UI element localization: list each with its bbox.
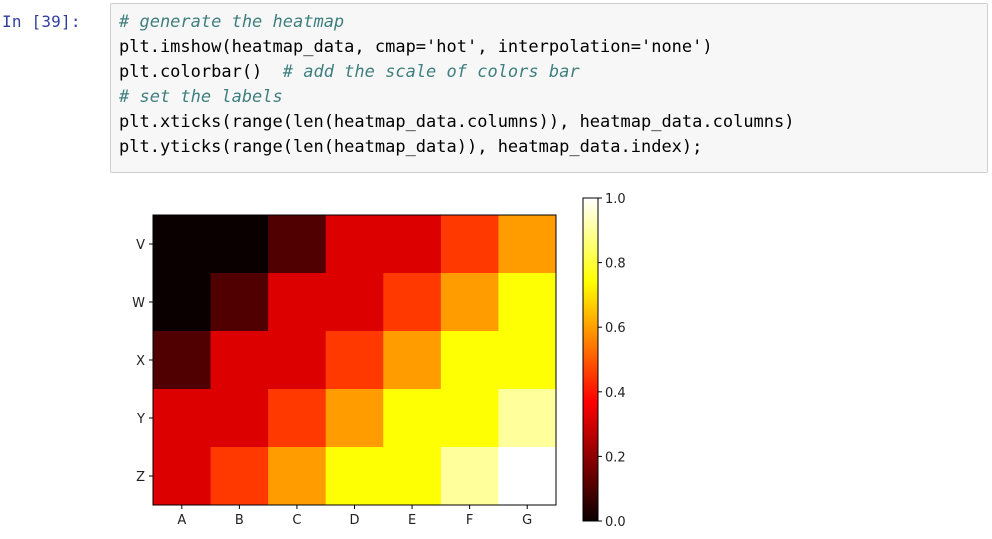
heatmap-cell (498, 215, 557, 274)
heatmap-cell (325, 447, 384, 506)
x-tick-label: B (235, 513, 244, 528)
y-tick-label: Z (136, 470, 145, 485)
heatmap-cell (210, 389, 269, 448)
heatmap-cell (325, 215, 384, 274)
heatmap-cell (440, 273, 499, 332)
heatmap-cell (268, 331, 327, 390)
heatmap-cell (498, 389, 557, 448)
x-tick-label: G (522, 513, 532, 528)
heatmap-cell (383, 331, 442, 390)
heatmap-cell (498, 447, 557, 506)
heatmap-cell (210, 331, 269, 390)
code-line: plt.xticks(range(len(heatmap_data.column… (119, 112, 795, 132)
y-tick-label: X (136, 354, 145, 369)
heatmap-cell (153, 215, 212, 274)
x-tick-label: C (292, 513, 301, 528)
colorbar-tick-label: 1.0 (605, 192, 626, 207)
heatmap-cell (383, 389, 442, 448)
heatmap-cell (268, 389, 327, 448)
heatmap-cell (210, 215, 269, 274)
code-comment: # set the labels (119, 87, 283, 107)
heatmap-cell (325, 389, 384, 448)
code-comment: # generate the heatmap (119, 12, 345, 32)
heatmap-cell (498, 273, 557, 332)
heatmap-cell (440, 389, 499, 448)
x-tick-label: F (466, 513, 473, 528)
heatmap-cell (153, 447, 212, 506)
code-line: plt.imshow(heatmap_data, cmap='hot', int… (119, 37, 713, 57)
heatmap-cell (268, 273, 327, 332)
heatmap-cell (498, 331, 557, 390)
colorbar-tick-label: 0.4 (605, 386, 626, 401)
y-tick-label: W (132, 296, 145, 311)
colorbar (582, 197, 599, 522)
heatmap-cell (268, 447, 327, 506)
heatmap-chart: A B C D E F G V W X Y Z 0.0 0.2 0.4 0.6 0.8 1.0 (132, 192, 626, 530)
x-tick-label: A (177, 513, 186, 528)
colorbar-tick-label: 0.6 (605, 321, 626, 336)
x-tick-label: E (408, 513, 416, 528)
colorbar-tick-label: 0.2 (605, 450, 626, 465)
heatmap-cell (210, 273, 269, 332)
code-editor[interactable]: # generate the heatmap plt.imshow(heatmap… (119, 10, 795, 160)
heatmap-cell (325, 331, 384, 390)
colorbar-tick-label: 0.0 (605, 515, 626, 530)
code-line: plt.yticks(range(len(heatmap_data)), hea… (119, 137, 703, 157)
heatmap-cell (210, 447, 269, 506)
y-tick-label: Y (136, 412, 145, 427)
heatmap-cell (383, 447, 442, 506)
heatmap-cell (153, 389, 212, 448)
heatmap-cell (153, 331, 212, 390)
input-prompt: In [39]: (2, 12, 81, 31)
heatmap-cell (440, 447, 499, 506)
heatmap-cell (153, 273, 212, 332)
y-tick-label: V (136, 238, 145, 253)
cell-output: A B C D E F G V W X Y Z 0.0 0.2 0.4 0.6 0.8 1.0 (110, 185, 960, 535)
heatmap-cell (268, 215, 327, 274)
colorbar-tick-label: 0.8 (605, 257, 626, 272)
heatmap-cell (440, 331, 499, 390)
code-comment: # add the scale of colors bar (282, 62, 580, 82)
heatmap-cell (383, 215, 442, 274)
heatmap-cell (383, 273, 442, 332)
code-line: plt.colorbar() (119, 62, 283, 82)
heatmap-cell (325, 273, 384, 332)
x-tick-label: D (349, 513, 359, 528)
heatmap-cell (440, 215, 499, 274)
code-cell-input[interactable]: # generate the heatmap plt.imshow(heatmap… (110, 3, 988, 173)
